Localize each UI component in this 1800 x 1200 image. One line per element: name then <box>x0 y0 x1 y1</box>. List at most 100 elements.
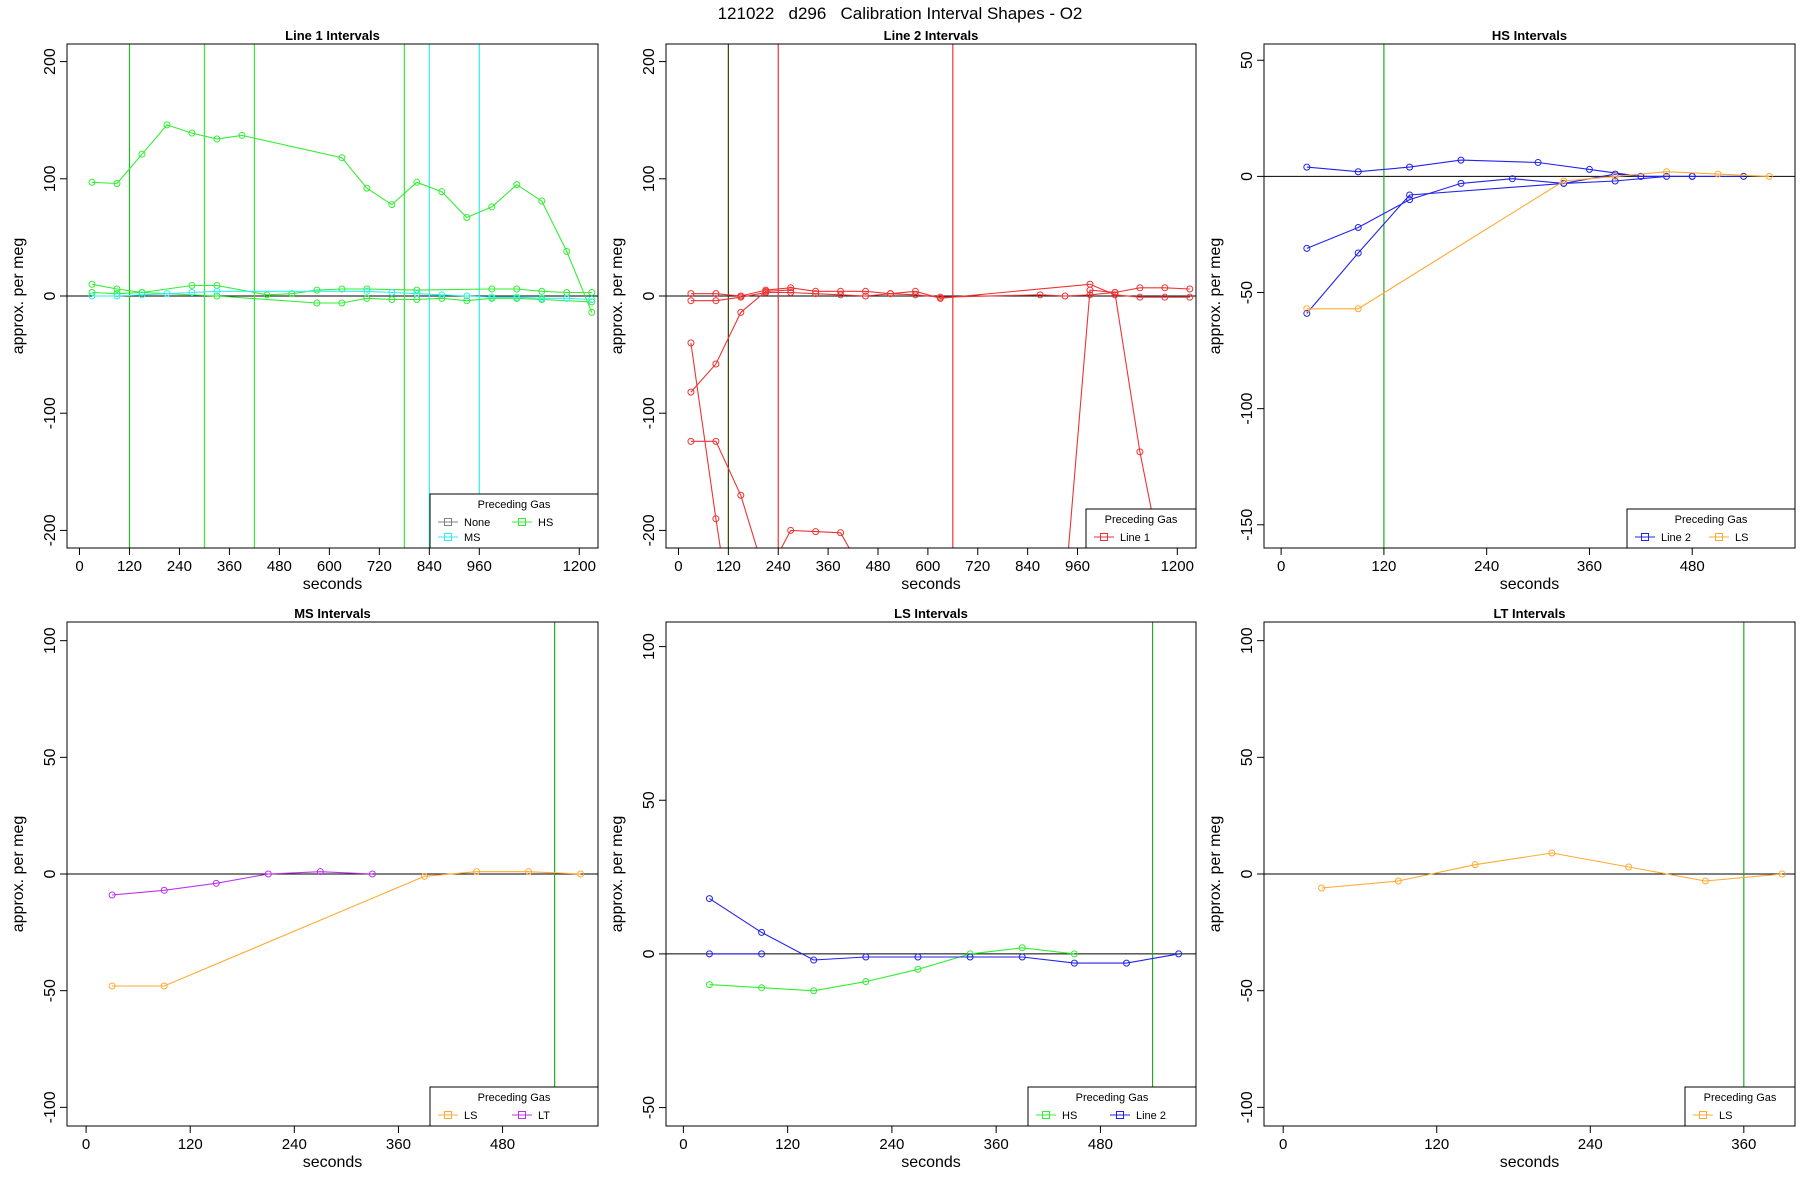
data-point <box>188 288 196 296</box>
data-point <box>1394 877 1402 885</box>
data-point <box>264 870 272 878</box>
data-point <box>705 981 713 989</box>
data-point <box>812 528 820 536</box>
series-line-hs <box>91 283 592 296</box>
data-point <box>712 290 720 298</box>
data-point <box>1018 944 1026 952</box>
data-point <box>588 308 596 316</box>
data-point <box>712 437 720 445</box>
data-point <box>213 292 221 300</box>
x-tick-label: 120 <box>1424 1136 1449 1153</box>
data-point <box>1585 165 1593 173</box>
data-point <box>338 285 346 293</box>
legend-title: Preceding Gas <box>1105 514 1178 526</box>
legend-item-label: HS <box>538 517 553 529</box>
series-line-line-1 <box>690 342 721 548</box>
data-point <box>513 293 521 301</box>
data-point <box>787 286 795 294</box>
data-point <box>213 135 221 143</box>
data-point <box>837 529 845 537</box>
legend-item-label: HS <box>1062 1110 1077 1122</box>
data-point <box>737 292 745 300</box>
x-tick-label: 240 <box>1578 1136 1603 1153</box>
data-point <box>1175 950 1183 958</box>
data-point <box>687 290 695 298</box>
data-point <box>1354 305 1362 313</box>
data-point <box>213 287 221 295</box>
x-tick-label: 120 <box>775 1136 800 1153</box>
data-point <box>812 290 820 298</box>
series-line-line-1 <box>690 440 850 548</box>
x-tick-label: 960 <box>467 558 492 575</box>
y-tick-label: -200 <box>42 514 59 546</box>
data-point <box>763 574 769 580</box>
plot-frame <box>1263 43 1796 549</box>
data-point <box>1111 291 1119 299</box>
y-tick-label: 0 <box>42 869 59 878</box>
legend-item-label: LS <box>1735 532 1748 544</box>
data-point <box>488 285 496 293</box>
data-point <box>687 388 695 396</box>
data-point <box>538 294 546 302</box>
y-axis-label: approx. per meg <box>609 238 626 355</box>
data-point <box>1354 168 1362 176</box>
y-tick-label: 100 <box>641 633 658 660</box>
y-axis-label: approx. per meg <box>1207 816 1224 933</box>
data-point <box>1086 286 1094 294</box>
data-point <box>1303 309 1311 317</box>
y-tick-label: 100 <box>1239 627 1256 654</box>
y-tick-label: 0 <box>641 291 658 300</box>
data-point <box>812 287 820 295</box>
x-tick-label: 480 <box>267 558 292 575</box>
legend-swatch-marker <box>1699 1111 1707 1119</box>
data-point <box>738 680 744 686</box>
data-point <box>837 287 845 295</box>
data-point <box>438 188 446 196</box>
chart-panel-4: MS Intervals 0 120 240 360 480 -100 -50 0 50 100 se… <box>10 606 599 1171</box>
legend-item-label: LS <box>1719 1110 1732 1122</box>
x-tick-label: 360 <box>217 558 242 575</box>
legend: Preceding Gas HS Line 2 <box>1027 1086 1197 1127</box>
legend-item-label: Line 2 <box>1661 532 1691 544</box>
data-point <box>463 292 471 300</box>
x-tick-label: 1200 <box>563 558 596 575</box>
chart-panel-2: Line 2 Intervals 0 120 240 360 480 600 720 840 96… <box>609 28 1197 686</box>
legend-item-label: None <box>464 517 490 529</box>
legend-item-label: LS <box>464 1110 477 1122</box>
data-point <box>687 297 695 305</box>
x-tick-label: 240 <box>167 558 192 575</box>
y-tick-label: -50 <box>1239 979 1256 1002</box>
x-tick-label: 0 <box>82 1136 90 1153</box>
data-point <box>338 299 346 307</box>
data-point <box>1534 158 1542 166</box>
data-point <box>1508 175 1516 183</box>
legend: Preceding Gas Line 2 LS <box>1626 508 1796 549</box>
series-line-hs <box>91 124 593 313</box>
data-point <box>705 950 713 958</box>
data-point <box>538 197 546 205</box>
chart-title: LT Intervals <box>1493 606 1565 621</box>
data-point <box>577 870 585 878</box>
chart-panel-1: Line 1 Intervals 0 120 240 360 480 600 720 840 96… <box>10 28 599 593</box>
data-point <box>705 895 713 903</box>
data-point <box>787 284 795 292</box>
legend-item-label: Line 2 <box>1136 1110 1166 1122</box>
legend-title: Preceding Gas <box>478 1092 551 1104</box>
x-tick-label: 240 <box>879 1136 904 1153</box>
data-point <box>588 298 596 306</box>
series-line-line-1 <box>690 287 1190 302</box>
data-point <box>787 288 795 296</box>
x-tick-label: 480 <box>1088 1136 1113 1153</box>
data-point <box>1406 163 1414 171</box>
legend-swatch-marker <box>444 533 452 541</box>
y-tick-label: -100 <box>42 397 59 429</box>
x-tick-label: 240 <box>282 1136 307 1153</box>
y-tick-label: 100 <box>42 165 59 192</box>
data-point <box>212 879 220 887</box>
data-point <box>1778 870 1786 878</box>
legend-title: Preceding Gas <box>1675 514 1748 526</box>
data-point <box>1740 172 1748 180</box>
data-point <box>862 978 870 986</box>
data-point <box>388 201 396 209</box>
series-line-ls <box>1321 852 1783 889</box>
